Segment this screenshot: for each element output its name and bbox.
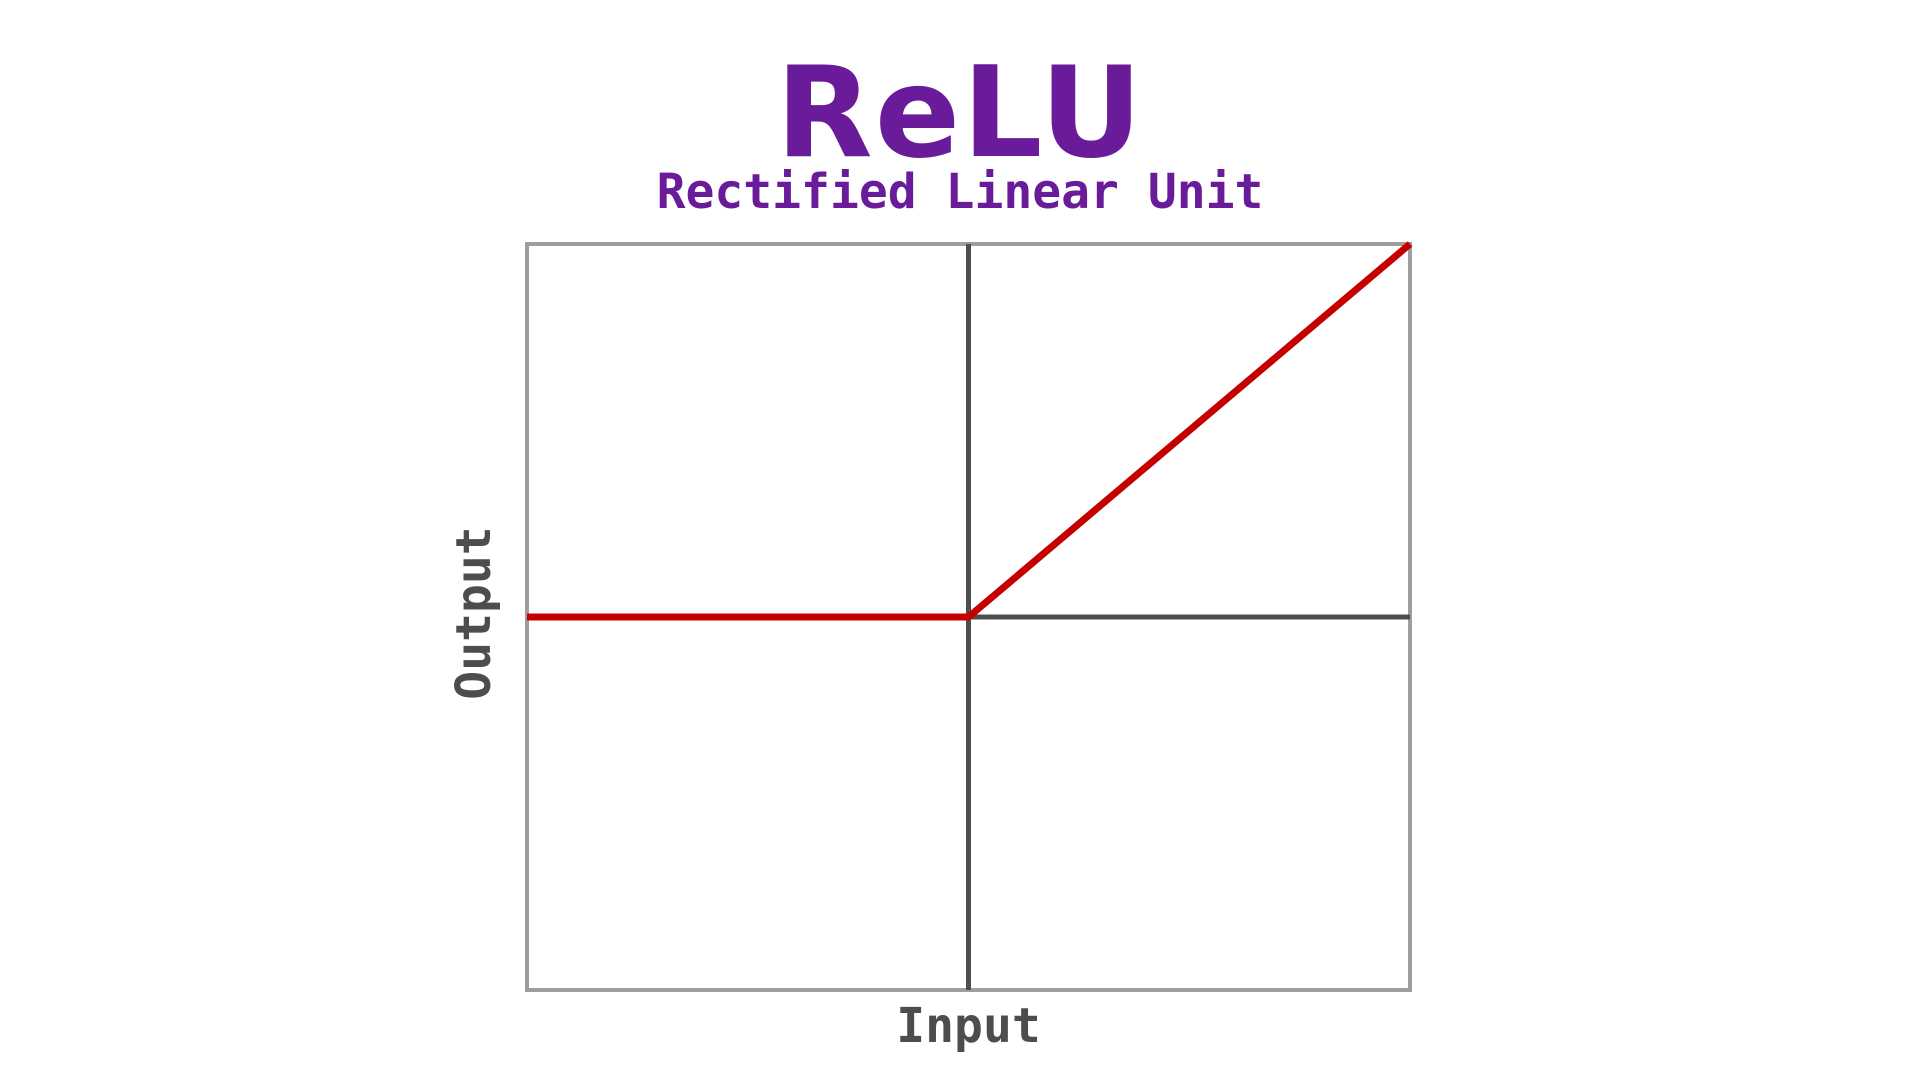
chart-subtitle: Rectified Linear Unit (656, 164, 1264, 220)
relu-series-line-0 (527, 241, 1413, 621)
series-layer (527, 241, 1413, 621)
y-axis-label: Output (446, 526, 502, 699)
x-axis-label: Input (896, 998, 1041, 1054)
chart-title: ReLU (775, 39, 1145, 186)
